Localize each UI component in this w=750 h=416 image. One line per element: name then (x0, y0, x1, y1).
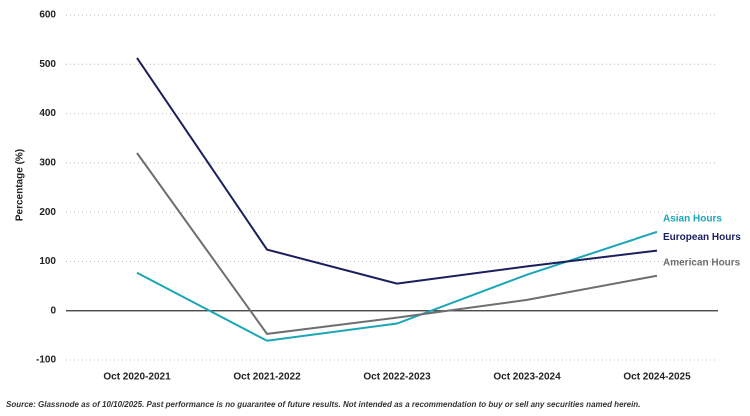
y-tick-label: 600 (39, 10, 56, 21)
legend-label: American Hours (663, 257, 741, 268)
x-tick-label: Oct 2023-2024 (493, 372, 561, 383)
legend-label: Asian Hours (663, 213, 722, 224)
x-tick-label: Oct 2021-2022 (233, 372, 301, 383)
y-tick-label: 500 (39, 59, 56, 70)
series-line (136, 152, 658, 335)
y-tick-label: 200 (39, 207, 56, 218)
x-tick-label: Oct 2024-2025 (623, 372, 691, 383)
series-line (136, 57, 658, 285)
legend-label: European Hours (663, 232, 741, 243)
y-axis-label: Percentage (%) (15, 149, 26, 221)
series-line (136, 230, 658, 342)
y-tick-label: 400 (39, 108, 56, 119)
y-tick-label: -100 (36, 355, 56, 366)
y-tick-label: 100 (39, 256, 56, 267)
y-tick-label: 0 (50, 305, 56, 316)
x-tick-label: Oct 2022-2023 (363, 372, 431, 383)
source-note: Source: Glassnode as of 10/10/2025. Past… (6, 400, 640, 409)
y-tick-label: 300 (39, 157, 56, 168)
x-tick-label: Oct 2020-2021 (103, 372, 171, 383)
